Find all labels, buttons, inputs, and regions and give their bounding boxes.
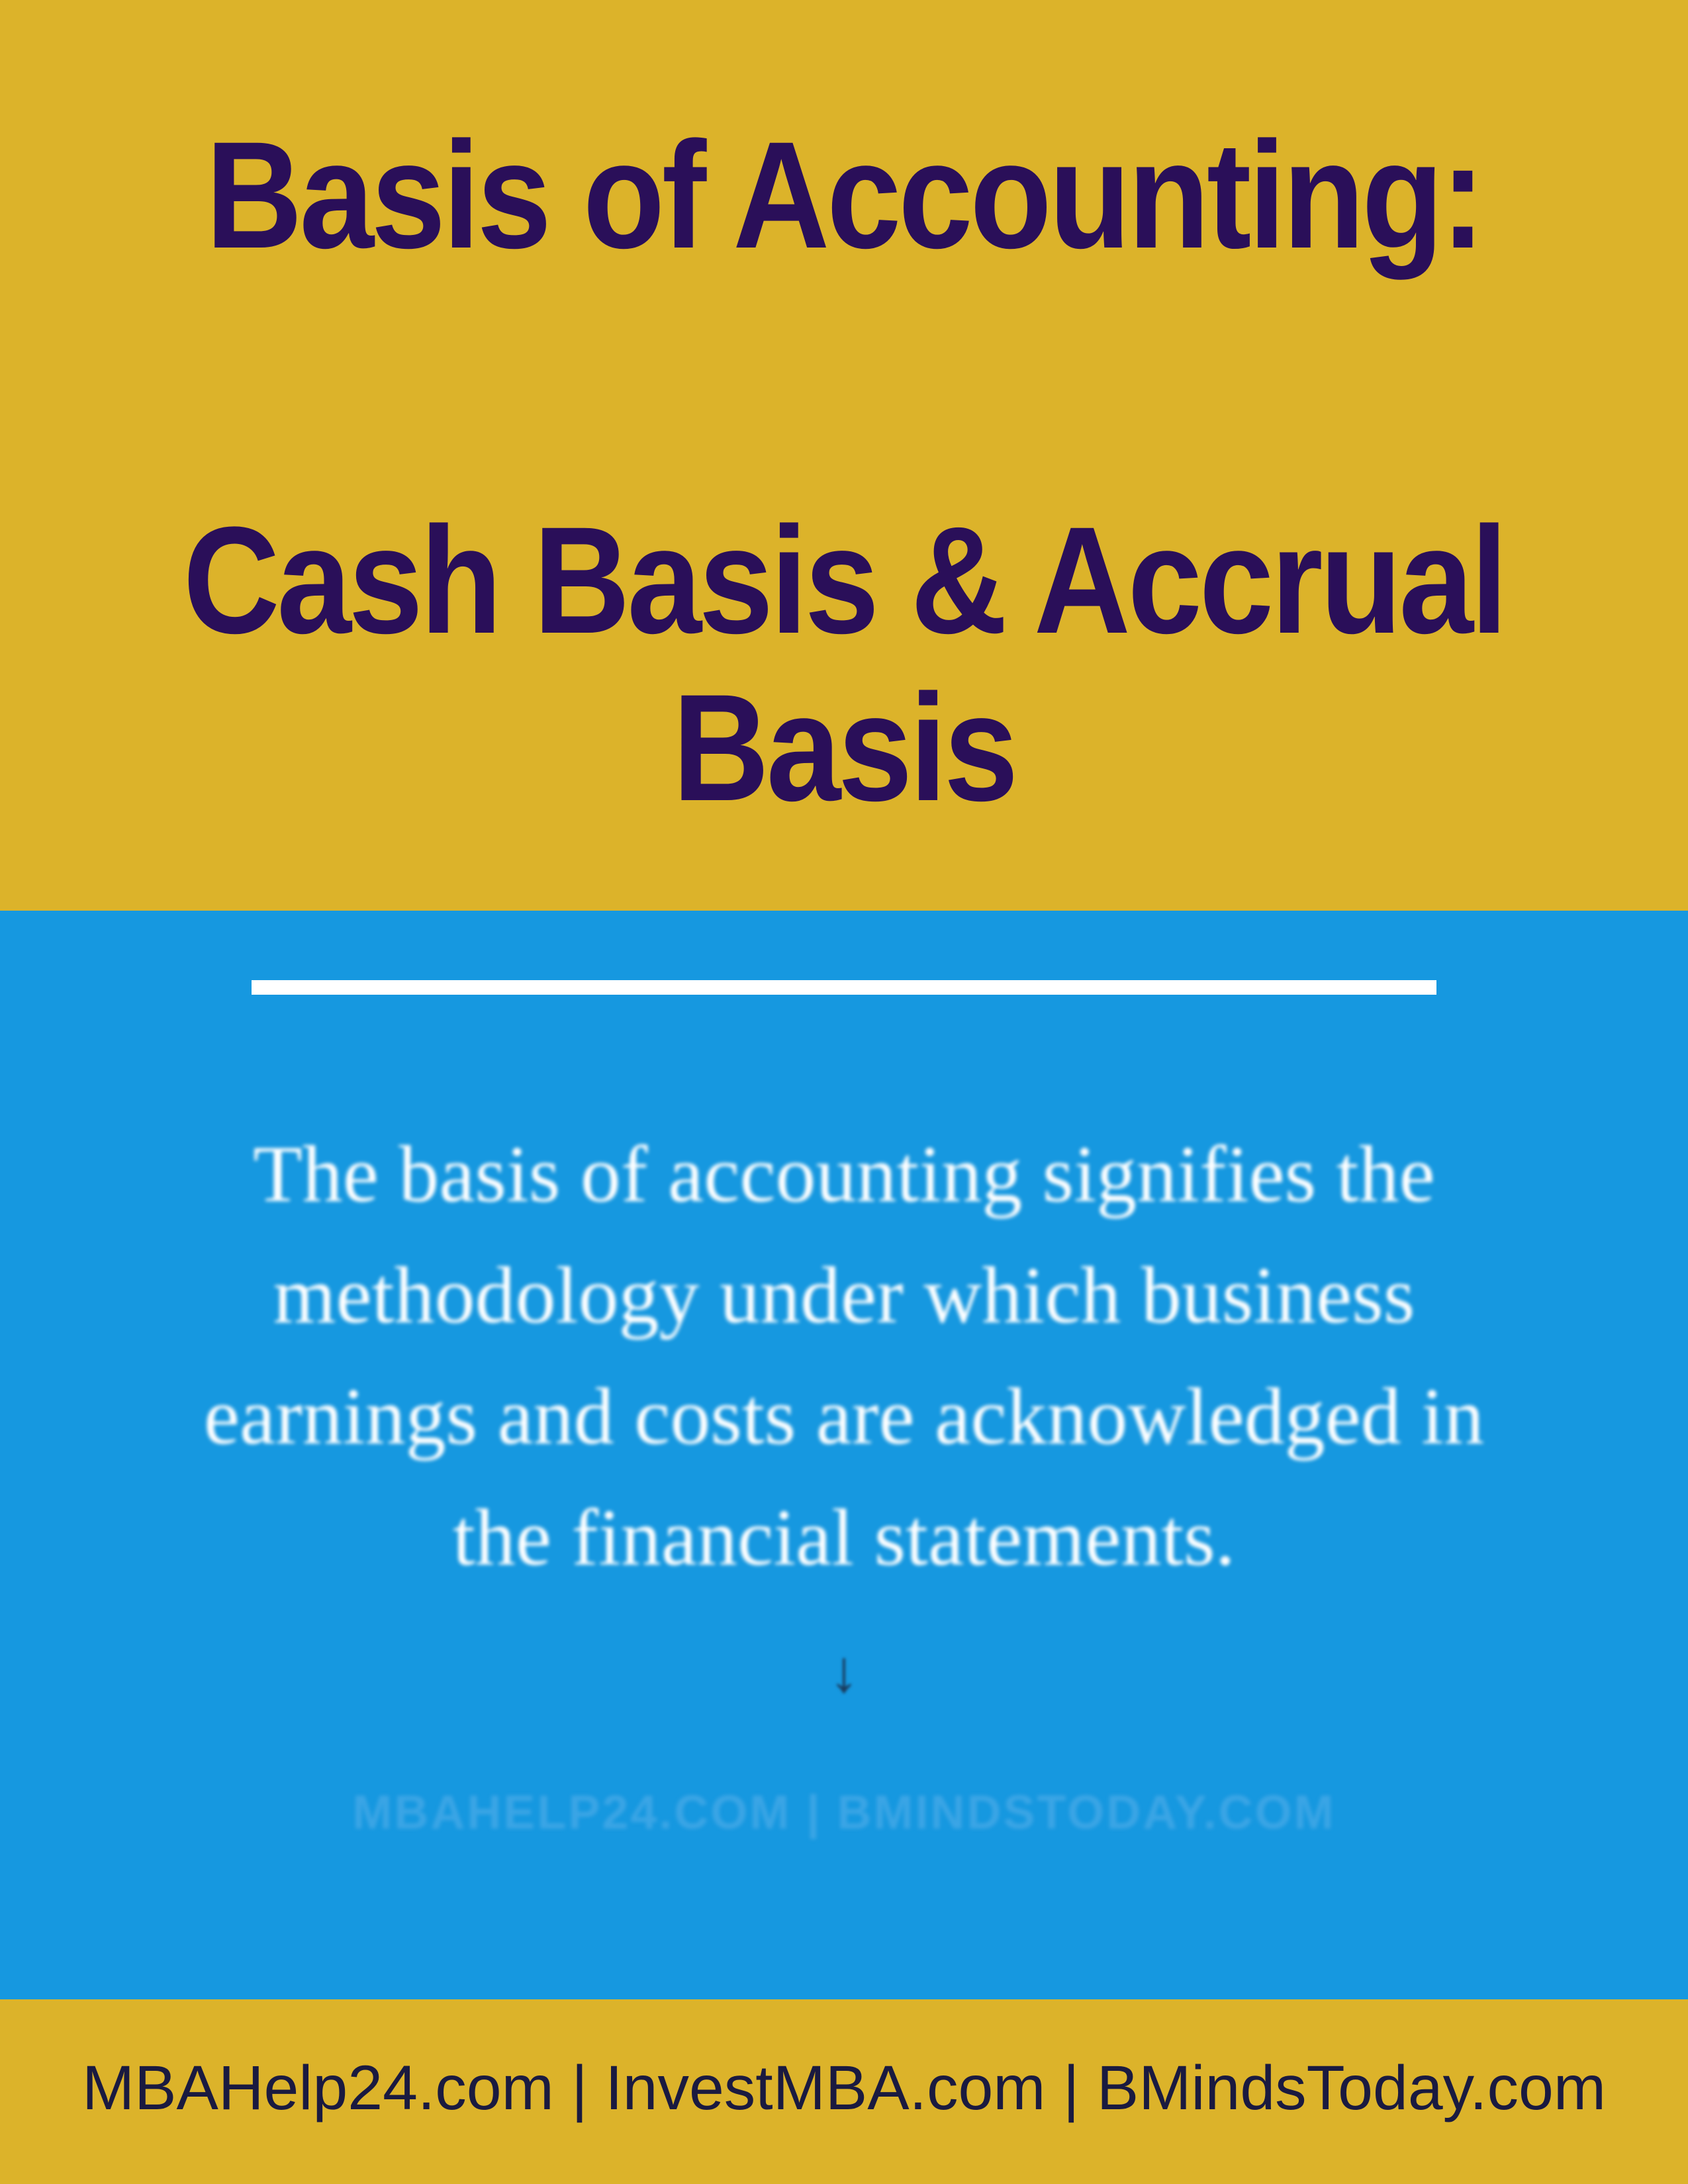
ghost-watermark-text: MBAHELP24.COM | BMINDSTODAY.COM	[352, 1786, 1335, 1840]
body-section: The basis of accounting signifies the me…	[0, 911, 1688, 1999]
footer-links-text: MBAHelp24.com | InvestMBA.com | BMindsTo…	[0, 2052, 1688, 2124]
page-title-line2: Cash Basis & Accrual Basis	[183, 496, 1505, 831]
footer-section: MBAHelp24.com | InvestMBA.com | BMindsTo…	[0, 1999, 1688, 2184]
description-text: The basis of accounting signifies the me…	[165, 1114, 1523, 1598]
page-title-line1: Basis of Accounting:	[183, 119, 1505, 271]
header-section: Basis of Accounting: Cash Basis & Accrua…	[0, 0, 1688, 911]
divider-line	[252, 980, 1436, 995]
arrow-down-icon: ↓	[829, 1638, 859, 1706]
